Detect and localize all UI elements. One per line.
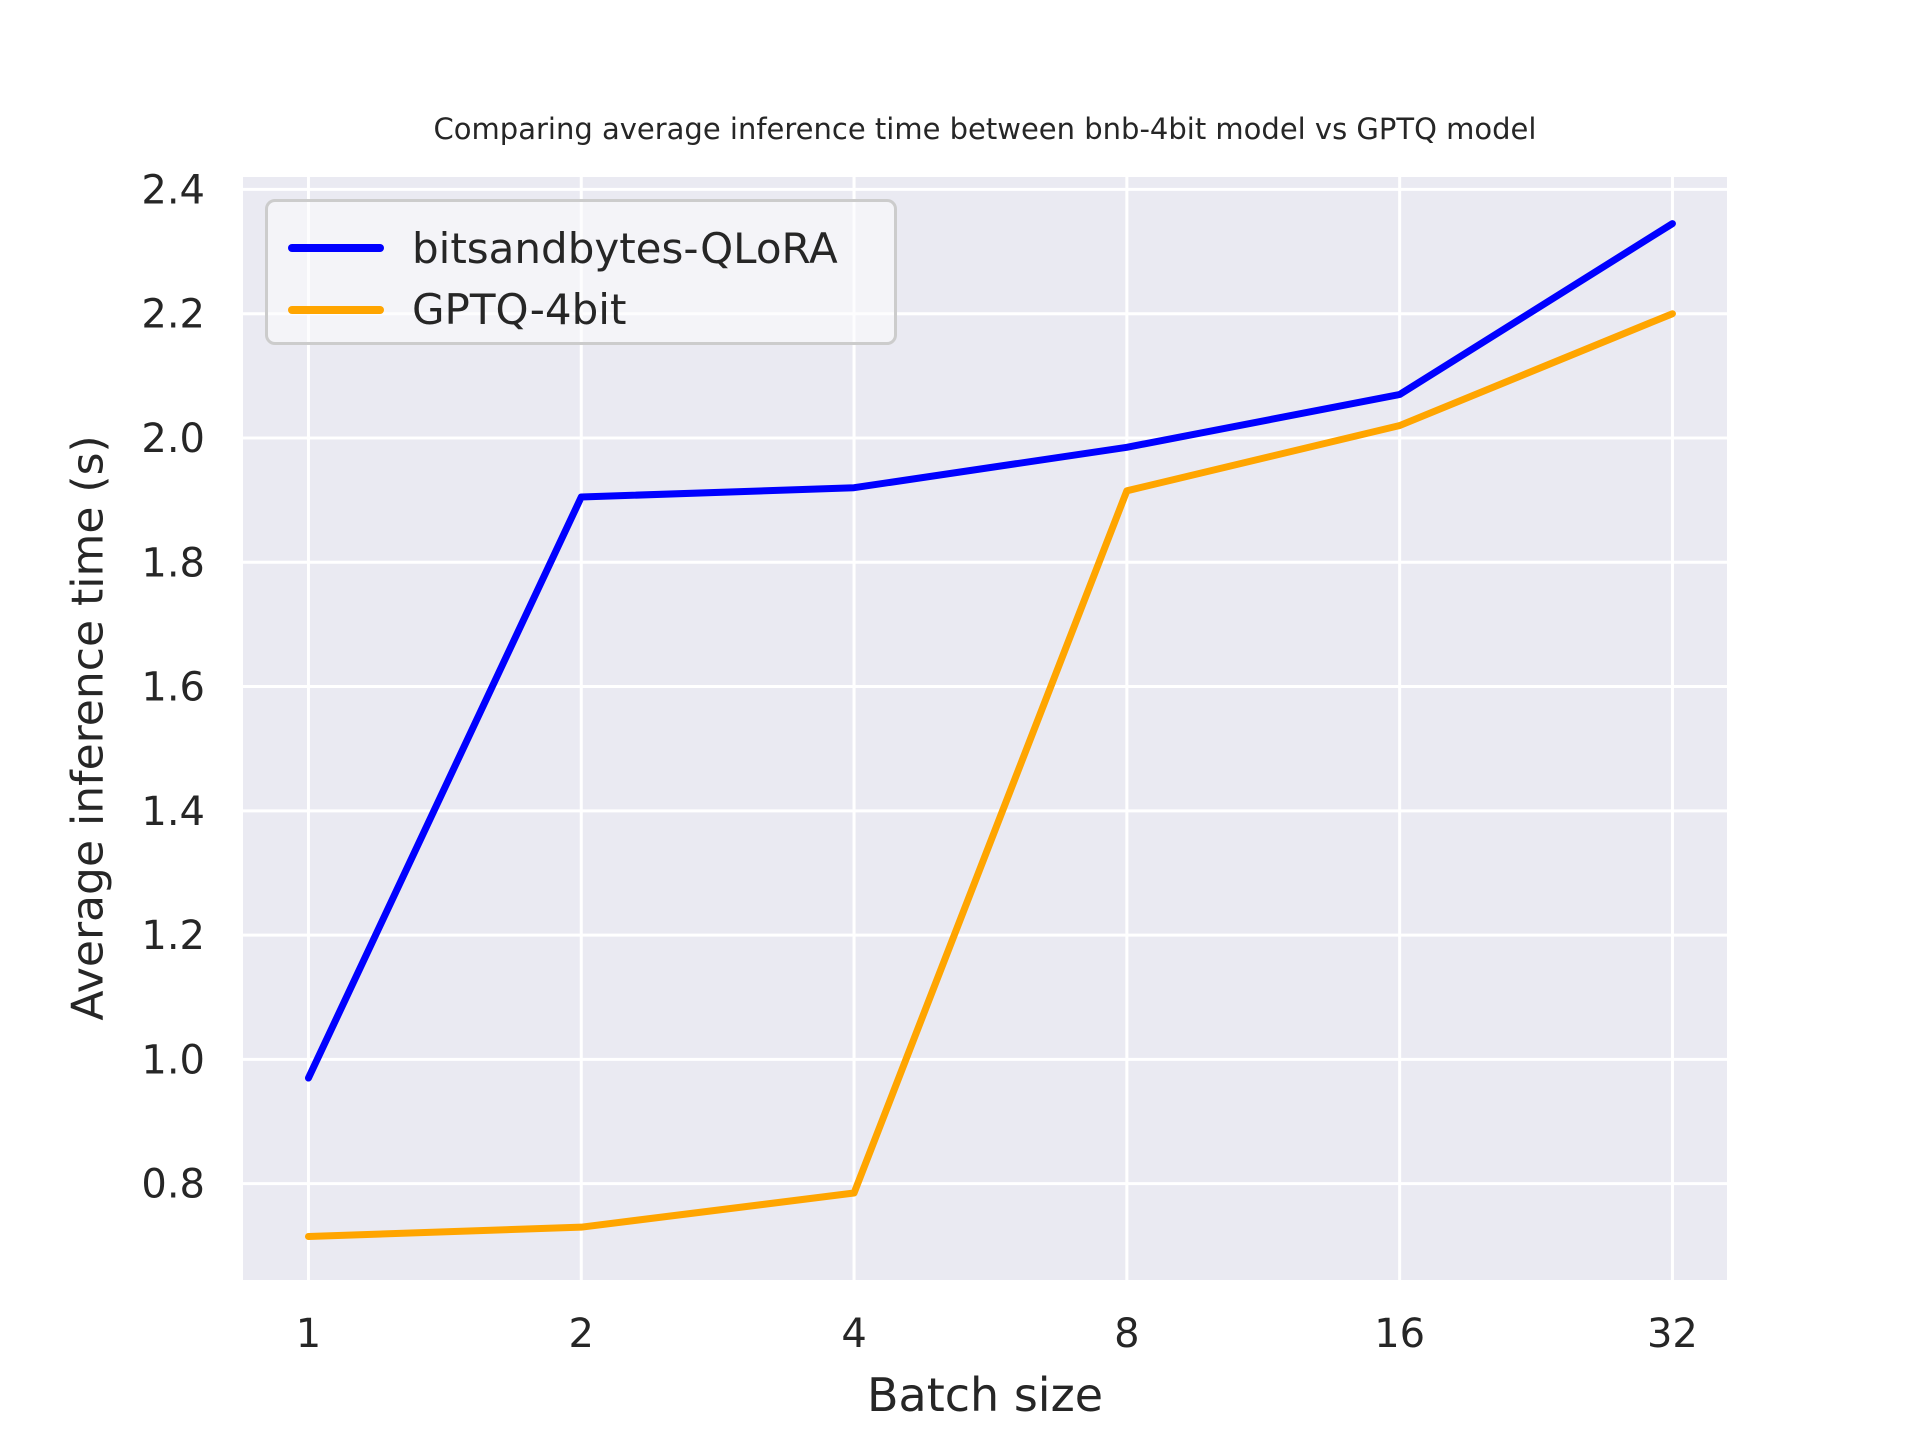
x-tick-label: 4 xyxy=(841,1311,866,1357)
legend-label: GPTQ-4bit xyxy=(412,285,627,335)
x-axis-label: Batch size xyxy=(866,1368,1104,1422)
series-line-GPTQ-4bit xyxy=(304,310,1676,1241)
series-line-bitsandbytes-QLoRA xyxy=(304,220,1676,1082)
y-axis-label: Average inference time (s) xyxy=(62,435,114,1021)
legend-item: bitsandbytes-QLoRA xyxy=(288,219,894,277)
y-tick-label: 0.8 xyxy=(141,1162,205,1208)
legend-line-sample-icon xyxy=(288,305,384,314)
x-tick-label: 16 xyxy=(1374,1311,1425,1357)
legend-item: GPTQ-4bit xyxy=(288,281,894,339)
y-tick-label: 1.6 xyxy=(141,665,205,711)
y-tick-label: 1.4 xyxy=(141,789,205,835)
x-tick-label: 1 xyxy=(296,1311,321,1357)
legend-box: bitsandbytes-QLoRA GPTQ-4bit xyxy=(265,199,897,345)
chart-title: Comparing average inference time between… xyxy=(433,112,1537,146)
x-tick-label: 32 xyxy=(1647,1311,1698,1357)
legend-label: bitsandbytes-QLoRA xyxy=(412,223,838,273)
x-tick-label: 8 xyxy=(1114,1311,1139,1357)
y-tick-label: 1.2 xyxy=(141,913,205,959)
plot-area xyxy=(243,177,1727,1280)
legend-line-sample-icon xyxy=(288,244,384,253)
x-tick-label: 2 xyxy=(569,1311,594,1357)
y-tick-label: 1.8 xyxy=(141,540,205,586)
y-tick-label: 1.0 xyxy=(141,1037,205,1083)
y-tick-label: 2.2 xyxy=(141,292,205,338)
y-tick-label: 2.0 xyxy=(141,416,205,462)
y-tick-label: 2.4 xyxy=(141,167,205,213)
